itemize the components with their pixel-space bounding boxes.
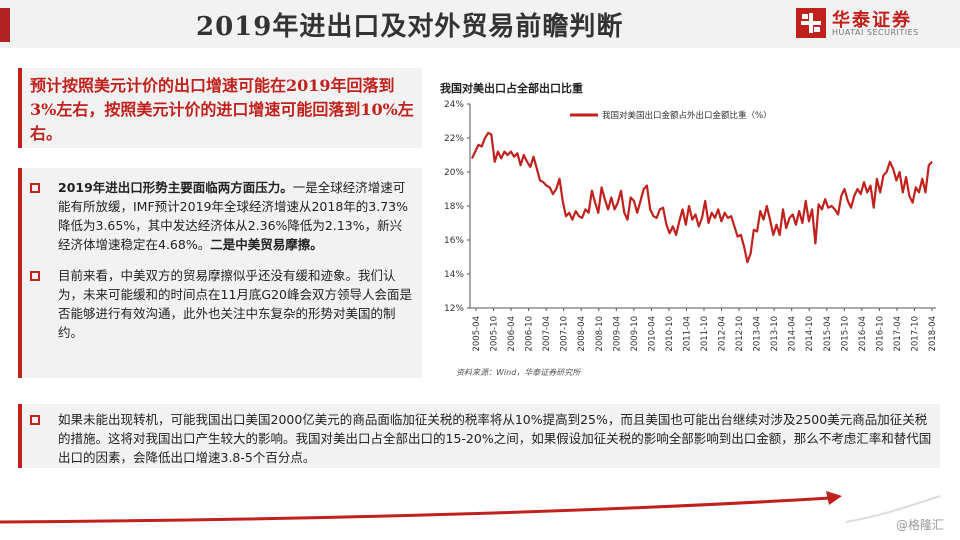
bullet-square-icon — [30, 271, 40, 281]
logo-text-en: HUATAI SECURITIES — [832, 28, 919, 37]
x-tick-label: 2009-04 — [612, 316, 622, 352]
chart-source: 资料来源：Wind，华泰证券研究所 — [456, 368, 581, 377]
x-tick-label: 2011-10 — [700, 316, 710, 352]
x-tick-label: 2005-04 — [472, 316, 482, 352]
bullet-text: 目前来看，中美双方的贸易摩擦似乎还没有缓和迹象。我们认为，未来可能缓和的时间点在… — [58, 268, 412, 340]
bullet-text: 2019年进出口形势主要面临两方面压力。一是全球经济增速可能有所放缓，IMF预计… — [58, 178, 414, 254]
chart-title: 我国对美出口占全部出口比重 — [440, 82, 583, 95]
huatai-logo-icon — [796, 8, 826, 38]
x-tick-label: 2013-04 — [753, 316, 763, 352]
y-tick-label: 22% — [444, 134, 464, 144]
list-item: 目前来看，中美双方的贸易摩擦似乎还没有缓和迹象。我们认为，未来可能缓和的时间点在… — [30, 266, 414, 342]
bullet-square-icon — [30, 415, 40, 425]
header-bar: 2019年进出口及对外贸易前瞻判断 华泰证券 HUATAI SECURITIES — [0, 0, 960, 48]
legend-label: 我国对美国出口金额占外出口金额比重（%） — [602, 110, 772, 121]
x-tick-label: 2017-04 — [893, 316, 903, 352]
y-tick-label: 20% — [444, 168, 464, 178]
line-chart: 24% 22% 20% 18% 16% 14% 12% 2005-04 2005-10 2006-… — [444, 100, 938, 352]
list-item: 2019年进出口形势主要面临两方面压力。一是全球经济增速可能有所放缓，IMF预计… — [30, 178, 414, 254]
x-tick-label: 2012-04 — [718, 316, 728, 352]
x-tick-label: 2006-10 — [525, 316, 535, 352]
bullet-square-icon — [30, 183, 40, 193]
bullet-heading-2: 二是中美贸易摩擦。 — [210, 237, 323, 252]
x-tick-label: 2007-10 — [560, 316, 570, 352]
bullet-body: 一是全球经济增速可能有所放缓，IMF预计2019年全球经济增速从2018年的3.… — [58, 180, 408, 252]
x-tick-label: 2013-10 — [770, 316, 780, 352]
x-tick-label: 2018-04 — [928, 316, 938, 352]
huatai-logo: 华泰证券 HUATAI SECURITIES — [796, 6, 946, 42]
decorative-arrow-icon — [0, 491, 941, 524]
x-tick-label: 2008-04 — [577, 316, 587, 352]
conclusion-box: 如果未能出现转机，可能我国出口美国2000亿美元的商品面临加征关税的税率将从10… — [18, 404, 940, 468]
analysis-box: 2019年进出口形势主要面临两方面压力。一是全球经济增速可能有所放缓，IMF预计… — [18, 168, 422, 378]
x-tick-label: 2012-10 — [735, 316, 745, 352]
x-tick-label: 2009-10 — [630, 316, 640, 352]
header-accent-bar — [0, 8, 10, 42]
x-tick-label: 2014-04 — [788, 316, 798, 352]
x-tick-label: 2011-04 — [682, 316, 692, 352]
x-tick-label: 2006-04 — [507, 316, 517, 352]
x-tick-label: 2015-04 — [823, 316, 833, 352]
bullet-heading: 2019年进出口形势主要面临两方面压力。 — [58, 180, 293, 195]
y-tick-label: 16% — [444, 236, 464, 246]
x-tick-label: 2010-04 — [647, 316, 657, 352]
y-tick-label: 12% — [444, 304, 464, 314]
x-tick-label: 2007-04 — [542, 316, 552, 352]
series-line — [471, 131, 933, 264]
summary-text: 预计按照美元计价的出口增速可能在2019年回落到3%左右，按照美元计价的进口增速… — [30, 76, 414, 143]
x-tick-label: 2005-10 — [490, 316, 500, 352]
summary-box: 预计按照美元计价的出口增速可能在2019年回落到3%左右，按照美元计价的进口增速… — [18, 68, 422, 148]
x-tick-label: 2010-10 — [665, 316, 675, 352]
chart-panel: 我国对美出口占全部出口比重 24% 22% 20% 18% 16% 14% 12% 2005-… — [434, 70, 950, 380]
watermark: @格隆汇 — [896, 518, 945, 532]
x-tick-label: 2016-10 — [875, 316, 885, 352]
y-tick-label: 18% — [444, 202, 464, 212]
y-tick-label: 24% — [444, 100, 464, 110]
x-tick-label: 2008-10 — [595, 316, 605, 352]
list-item: 如果未能出现转机，可能我国出口美国2000亿美元的商品面临加征关税的税率将从10… — [30, 410, 932, 467]
page-title: 2019年进出口及对外贸易前瞻判断 — [196, 12, 624, 42]
x-tick-label: 2017-10 — [910, 316, 920, 352]
x-tick-label: 2016-04 — [858, 316, 868, 352]
x-tick-label: 2015-10 — [840, 316, 850, 352]
y-tick-label: 14% — [444, 270, 464, 280]
logo-text-cn: 华泰证券 — [832, 10, 912, 31]
bullet-text: 如果未能出现转机，可能我国出口美国2000亿美元的商品面临加征关税的税率将从10… — [58, 412, 932, 465]
x-tick-label: 2014-10 — [805, 316, 815, 352]
